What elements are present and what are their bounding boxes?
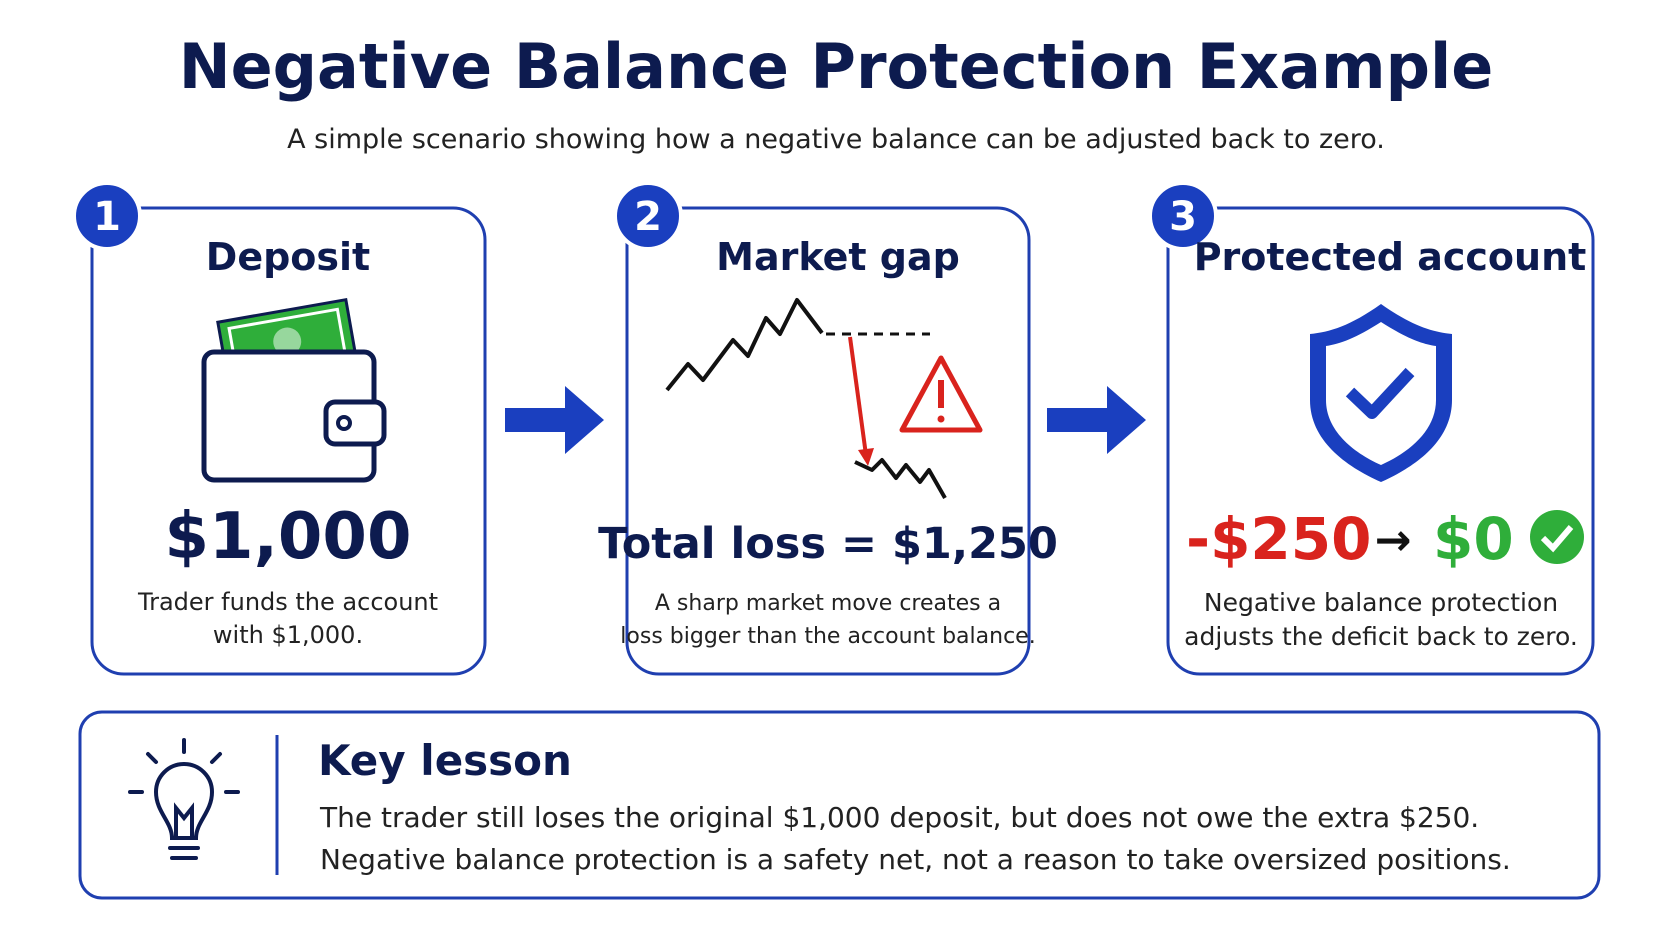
market-chart-icon xyxy=(665,298,983,499)
subtitle: A simple scenario showing how a negative… xyxy=(287,124,1385,155)
amount-to: $0 xyxy=(1433,505,1514,573)
flow-arrows xyxy=(505,386,1146,454)
step-description: A sharp market move creates a xyxy=(655,591,1001,616)
step-amount: $1,000 xyxy=(165,500,412,574)
step-description: adjusts the deficit back to zero. xyxy=(1184,622,1578,651)
step-amount: Total loss = $1,250 xyxy=(598,519,1058,569)
wallet-icon xyxy=(201,297,387,483)
amount-arrow: → xyxy=(1375,515,1412,566)
step-description: with $1,000. xyxy=(213,621,363,649)
card xyxy=(625,206,1031,676)
lesson-box xyxy=(78,710,1601,900)
step-description: loss bigger than the account balance. xyxy=(620,624,1035,649)
lesson-line: Negative balance protection is a safety … xyxy=(320,843,1511,876)
amount-from: -$250 xyxy=(1186,505,1372,573)
step-number: 2 xyxy=(634,194,662,240)
title: Negative Balance Protection Example xyxy=(179,30,1494,103)
step-title: Protected account xyxy=(1194,235,1587,279)
shield-icon xyxy=(1310,304,1452,482)
lightbulb-icon xyxy=(128,738,240,860)
step-description: Trader funds the account xyxy=(137,588,438,616)
step-title: Market gap xyxy=(716,235,960,279)
step-title: Deposit xyxy=(206,235,370,279)
check-icon xyxy=(1530,510,1584,564)
lesson-title: Key lesson xyxy=(318,736,572,785)
step-description: Negative balance protection xyxy=(1204,588,1558,617)
step-badges xyxy=(72,181,1218,251)
lesson-line: The trader still loses the original $1,0… xyxy=(319,801,1479,834)
step-number: 3 xyxy=(1169,194,1197,240)
step-number: 1 xyxy=(93,194,121,240)
